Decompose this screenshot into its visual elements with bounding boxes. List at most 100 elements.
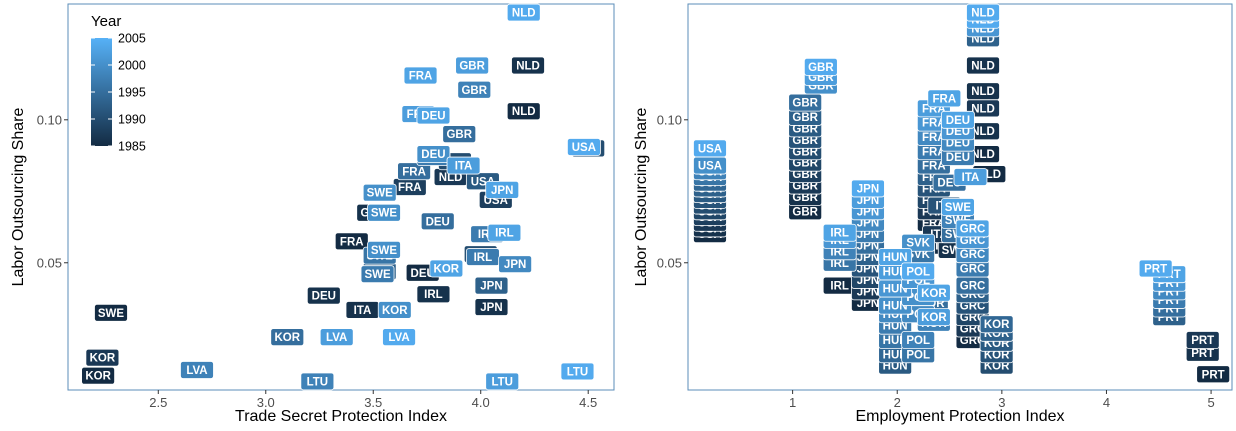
data-label: IRL bbox=[416, 285, 451, 304]
data-label: SWE bbox=[362, 183, 397, 202]
data-label-text: JPN bbox=[480, 281, 502, 293]
data-label-text: IRL bbox=[495, 228, 514, 240]
data-label-text: FRA bbox=[922, 146, 946, 158]
data-label-box bbox=[334, 232, 369, 251]
panel-right-border bbox=[687, 3, 1233, 391]
data-label: NLD bbox=[966, 82, 1000, 101]
data-label: GBR bbox=[788, 202, 823, 221]
data-label-text: LVA bbox=[388, 332, 409, 344]
data-label-box bbox=[85, 348, 120, 367]
data-label-text: HUN bbox=[883, 321, 908, 333]
y-tick-label: 0.05 bbox=[37, 255, 62, 270]
data-label-box bbox=[901, 262, 936, 281]
data-label-text: JPN bbox=[857, 206, 879, 218]
data-label-text: IRL bbox=[830, 258, 849, 270]
data-label: PRT bbox=[1196, 365, 1231, 384]
data-label-text: GBR bbox=[792, 123, 818, 135]
data-label-text: JPN bbox=[857, 275, 879, 287]
data-label: ITA bbox=[446, 156, 481, 175]
data-label-text: SWE bbox=[945, 202, 972, 214]
data-label-box bbox=[498, 255, 533, 274]
data-label: JPN bbox=[474, 298, 509, 316]
data-label: GRC bbox=[955, 245, 990, 264]
data-label: IRL bbox=[465, 248, 500, 266]
data-label: GBR bbox=[442, 125, 477, 143]
data-label-text: NLD bbox=[439, 172, 463, 184]
data-label-box bbox=[567, 138, 601, 156]
data-label-box bbox=[822, 223, 857, 242]
x-axis-title-right: Employment Protection Index bbox=[856, 408, 1065, 425]
data-label-box bbox=[180, 361, 214, 379]
data-label-box bbox=[81, 366, 115, 385]
data-label-box bbox=[560, 362, 595, 381]
data-label-box bbox=[916, 308, 951, 326]
data-label-text: KOR bbox=[382, 305, 408, 317]
data-label-text: DEU bbox=[946, 115, 970, 127]
panel-right-ticks: 1 2 3 4 5 0.05 0.10 bbox=[657, 112, 1215, 410]
panel-right-marks: USA GBR IRL JPN FRA ITA GRC NLD NLD PRT USA GBR SWE N… bbox=[693, 3, 1231, 384]
data-label-text: SWE bbox=[371, 245, 398, 257]
data-label: HUN bbox=[878, 248, 913, 266]
data-label: JPN bbox=[474, 276, 509, 295]
data-label-text: KOR bbox=[984, 361, 1010, 373]
data-label-text: LTU bbox=[307, 376, 329, 388]
data-label-box bbox=[416, 106, 451, 125]
data-label-box bbox=[506, 102, 541, 121]
data-label-text: NLD bbox=[971, 103, 995, 115]
data-label: JPN bbox=[851, 179, 885, 198]
data-label-box bbox=[446, 156, 481, 175]
data-label-text: HUN bbox=[883, 361, 908, 373]
data-label: IRL bbox=[822, 276, 857, 295]
data-label-box bbox=[966, 3, 1000, 22]
data-label: FRA bbox=[397, 162, 431, 181]
data-label-text: JPN bbox=[857, 286, 879, 298]
data-label-text: FRA bbox=[402, 166, 426, 178]
data-label-text: JPN bbox=[504, 259, 526, 271]
x-tick-label: 2 bbox=[894, 395, 901, 410]
data-label: GBR bbox=[803, 58, 838, 76]
data-label-text: FRA bbox=[398, 182, 422, 194]
data-label-text: LVA bbox=[326, 332, 347, 344]
data-label: GRC bbox=[955, 219, 990, 238]
data-label-box bbox=[487, 223, 522, 242]
data-label-box bbox=[485, 180, 520, 199]
data-label-box bbox=[941, 198, 975, 216]
data-label-box bbox=[955, 219, 990, 238]
data-label-text: JPN bbox=[857, 229, 879, 241]
data-label-text: KOR bbox=[921, 288, 947, 300]
data-label: KOR bbox=[916, 283, 951, 302]
data-label-box bbox=[416, 285, 451, 304]
data-label-text: IRL bbox=[830, 246, 849, 258]
data-label-text: HUN bbox=[883, 252, 908, 264]
data-label: FRA bbox=[403, 66, 438, 85]
data-label-text: POL bbox=[906, 266, 930, 278]
x-tick-label: 3 bbox=[998, 395, 1005, 410]
panel-left-marks: KOR SWE FRA DEU NLD DEU ITA GBR IRL JPN NLD KOR NLD F… bbox=[81, 3, 606, 391]
data-label-text: DEU bbox=[421, 111, 445, 123]
data-label-text: GBR bbox=[792, 98, 818, 110]
data-label-text: NLD bbox=[971, 126, 995, 138]
data-label-box bbox=[300, 372, 335, 391]
data-label-text: NLD bbox=[971, 60, 995, 72]
data-label-text: JPN bbox=[491, 185, 513, 197]
data-label-box bbox=[851, 179, 885, 198]
data-label: JPN bbox=[485, 180, 520, 199]
data-label-text: SVK bbox=[906, 249, 930, 261]
data-label-text: PRT bbox=[1144, 263, 1167, 275]
data-label: ITA bbox=[953, 168, 988, 186]
data-label-text: KOR bbox=[90, 353, 116, 365]
legend-tick-label: 1985 bbox=[118, 140, 146, 154]
x-tick-label: 5 bbox=[1207, 395, 1214, 410]
data-label-text: JPN bbox=[857, 298, 879, 310]
data-label-text: USA bbox=[698, 143, 722, 155]
legend-ticks: 1985 1990 1995 2000 2005 bbox=[91, 32, 146, 154]
data-label-box bbox=[474, 276, 509, 295]
data-label: SWE bbox=[94, 303, 128, 322]
data-label: NLD bbox=[511, 56, 545, 75]
data-label-text: FRA bbox=[922, 161, 946, 173]
data-label: NLD bbox=[966, 56, 1000, 75]
data-label-text: FRA bbox=[340, 236, 364, 248]
data-label-text: NLD bbox=[512, 8, 536, 20]
data-label: LVA bbox=[319, 328, 354, 347]
data-label: GRC bbox=[955, 276, 990, 295]
